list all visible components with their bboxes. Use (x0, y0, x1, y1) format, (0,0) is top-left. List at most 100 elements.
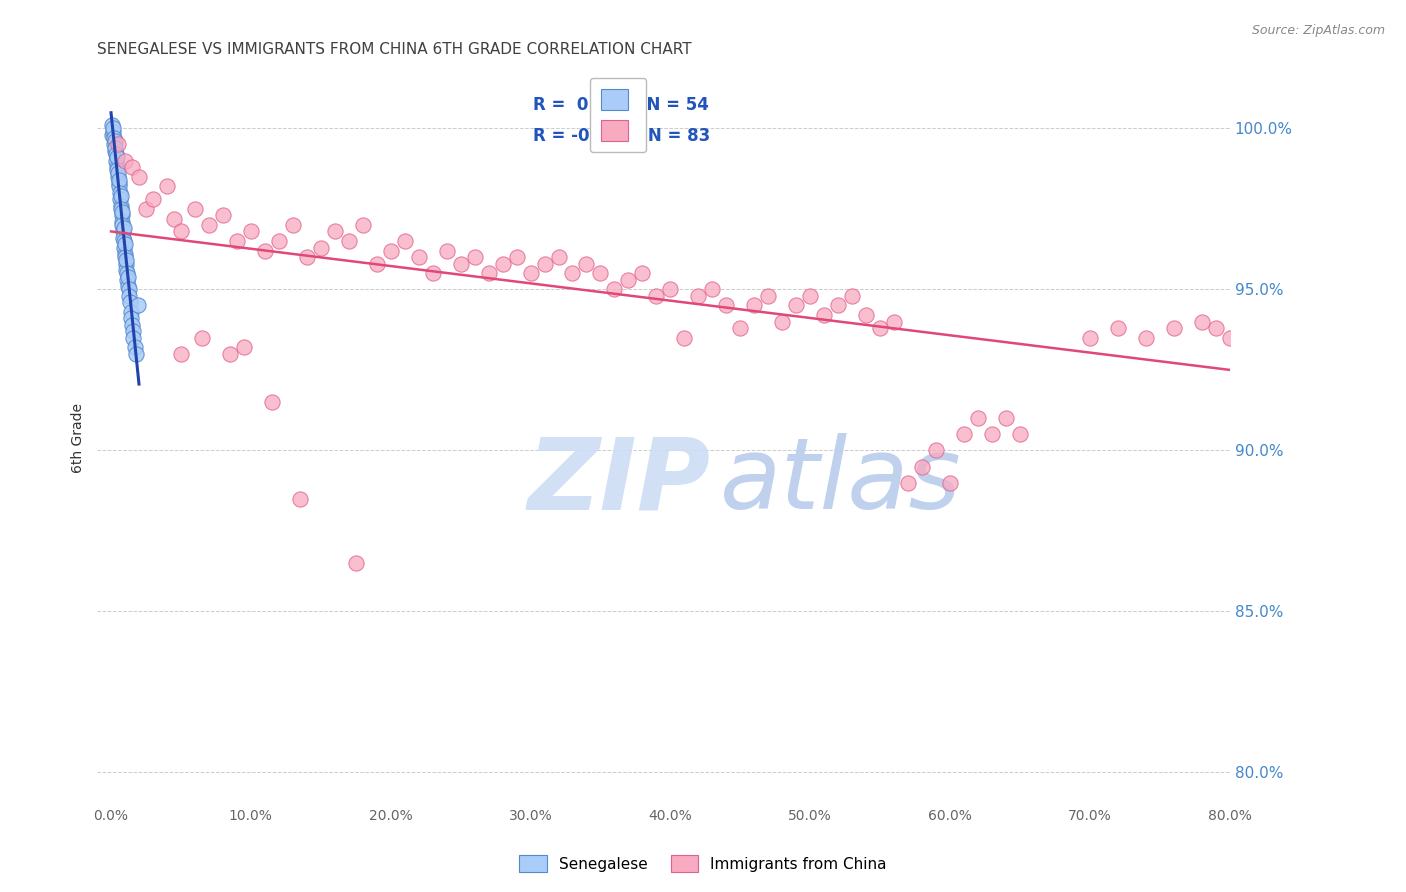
Point (121, 160, 143, 174)
Point (103, 137, 125, 152)
Point (111, 218, 134, 232)
Point (112, 231, 135, 245)
Point (645, 289, 668, 303)
Legend: , : , (589, 78, 647, 152)
Point (120, 311, 142, 326)
Point (1008, 427, 1031, 442)
Point (101, 125, 124, 139)
Point (1219, 331, 1241, 345)
Point (911, 459, 934, 474)
Point (869, 321, 891, 335)
Point (716, 298, 738, 312)
Point (105, 150, 128, 164)
Point (337, 234, 360, 248)
Point (589, 266, 612, 280)
Point (239, 224, 262, 238)
Point (631, 266, 654, 280)
Point (702, 282, 724, 296)
Point (198, 218, 221, 232)
Point (114, 257, 136, 271)
Point (100, 128, 122, 142)
Point (107, 176, 129, 190)
Y-axis label: 6th Grade: 6th Grade (72, 402, 86, 473)
Point (575, 257, 598, 271)
Point (115, 273, 138, 287)
Point (352, 218, 374, 232)
Point (1135, 331, 1157, 345)
Point (118, 295, 141, 310)
Point (108, 192, 131, 206)
Point (225, 234, 247, 248)
Point (688, 289, 710, 303)
Point (422, 266, 444, 280)
Point (491, 257, 513, 271)
Legend: Senegalese, Immigrants from China: Senegalese, Immigrants from China (512, 847, 894, 880)
Point (1205, 321, 1227, 335)
Point (108, 186, 131, 200)
Point (827, 298, 849, 312)
Point (813, 308, 835, 322)
Point (122, 331, 145, 345)
Point (260, 395, 283, 409)
Point (267, 234, 290, 248)
Point (1163, 321, 1185, 335)
Point (121, 324, 143, 338)
Point (1078, 331, 1101, 345)
Point (127, 298, 149, 312)
Point (785, 298, 807, 312)
Point (114, 247, 136, 261)
Point (450, 257, 472, 271)
Point (115, 266, 138, 280)
Point (108, 173, 131, 187)
Point (107, 169, 129, 184)
Point (114, 237, 136, 252)
Point (617, 273, 640, 287)
Point (105, 160, 128, 174)
Point (730, 321, 752, 335)
Point (994, 411, 1017, 425)
Point (107, 166, 129, 180)
Point (111, 224, 134, 238)
Point (114, 153, 136, 168)
Point (281, 218, 304, 232)
Point (103, 134, 125, 148)
Point (366, 257, 388, 271)
Point (659, 282, 682, 296)
Point (170, 347, 193, 361)
Point (464, 250, 486, 264)
Point (114, 250, 136, 264)
Point (184, 202, 207, 216)
Point (101, 121, 124, 136)
Point (115, 263, 138, 277)
Point (533, 257, 555, 271)
Point (288, 491, 311, 506)
Point (295, 250, 318, 264)
Point (107, 137, 129, 152)
Point (104, 144, 127, 158)
Point (603, 282, 626, 296)
Point (128, 169, 150, 184)
Point (163, 211, 186, 226)
Point (135, 202, 157, 216)
Point (142, 192, 165, 206)
Point (799, 289, 821, 303)
Point (742, 298, 765, 312)
Point (547, 250, 569, 264)
Point (505, 250, 527, 264)
Point (380, 244, 402, 258)
Point (111, 215, 134, 229)
Point (156, 179, 179, 194)
Point (323, 224, 346, 238)
Point (883, 315, 905, 329)
Point (344, 556, 367, 570)
Point (309, 241, 332, 255)
Text: R =  0.508   N = 54: R = 0.508 N = 54 (533, 96, 709, 114)
Point (925, 443, 948, 458)
Point (219, 347, 242, 361)
Point (939, 475, 962, 490)
Point (115, 253, 138, 268)
Point (112, 241, 135, 255)
Point (436, 244, 458, 258)
Point (841, 289, 863, 303)
Point (110, 202, 132, 216)
